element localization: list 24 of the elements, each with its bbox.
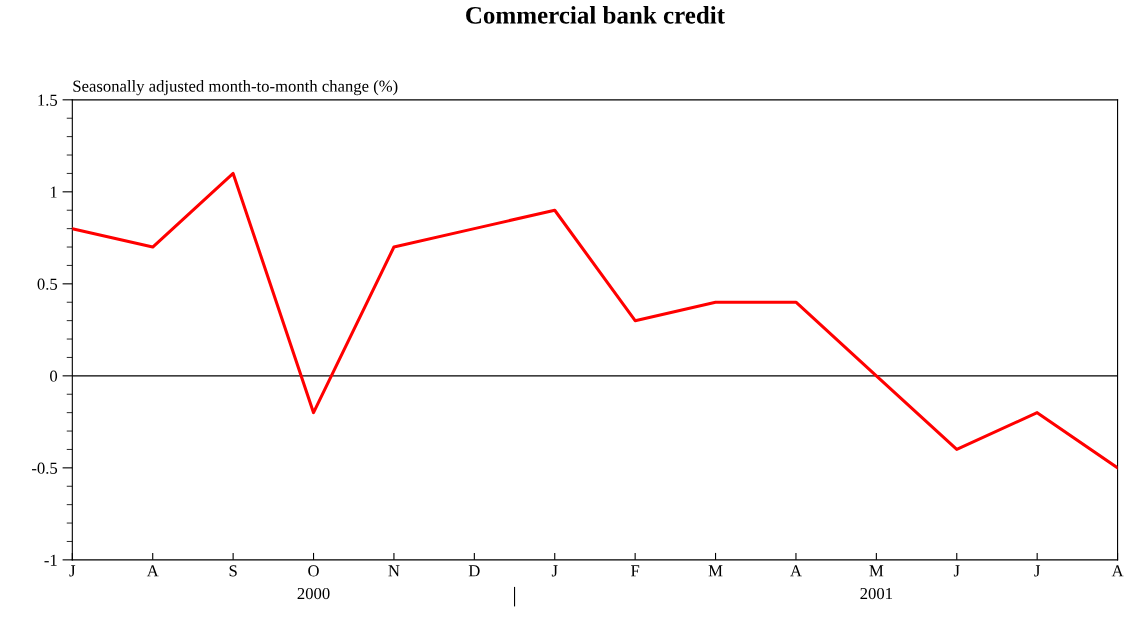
x-tick-label: N xyxy=(388,565,400,577)
x-tick-label: A xyxy=(790,565,802,577)
x-tick-label: M xyxy=(708,565,723,577)
y-tick-label: 1.5 xyxy=(38,94,58,106)
x-tick-label: S xyxy=(229,565,237,577)
text: 2000 xyxy=(297,587,330,600)
y-tick-label: 0 xyxy=(50,370,58,382)
x-tick-label: F xyxy=(630,565,640,577)
x-tick-label: D xyxy=(468,565,480,577)
x-tick-label: J xyxy=(1034,565,1041,577)
text: 2001 xyxy=(860,587,893,600)
x-tick-label: J xyxy=(551,565,558,577)
y-tick-label: -1 xyxy=(44,554,57,566)
y-tick-label: 0.5 xyxy=(37,278,58,290)
y-tick-label: 1 xyxy=(50,186,57,198)
x-tick-label: M xyxy=(869,565,884,577)
x-tick-label: J xyxy=(69,565,76,577)
y-axis-title: Seasonally adjusted month-to-month change (%) xyxy=(73,80,398,96)
x-tick-label: A xyxy=(1111,565,1124,577)
x-tick-label: J xyxy=(953,565,960,577)
x-tick-label: O xyxy=(308,565,319,577)
chart-title: Commercial bank credit xyxy=(466,6,725,24)
x-tick-label: A xyxy=(146,565,159,577)
y-tick-label: -0.5 xyxy=(31,462,58,474)
